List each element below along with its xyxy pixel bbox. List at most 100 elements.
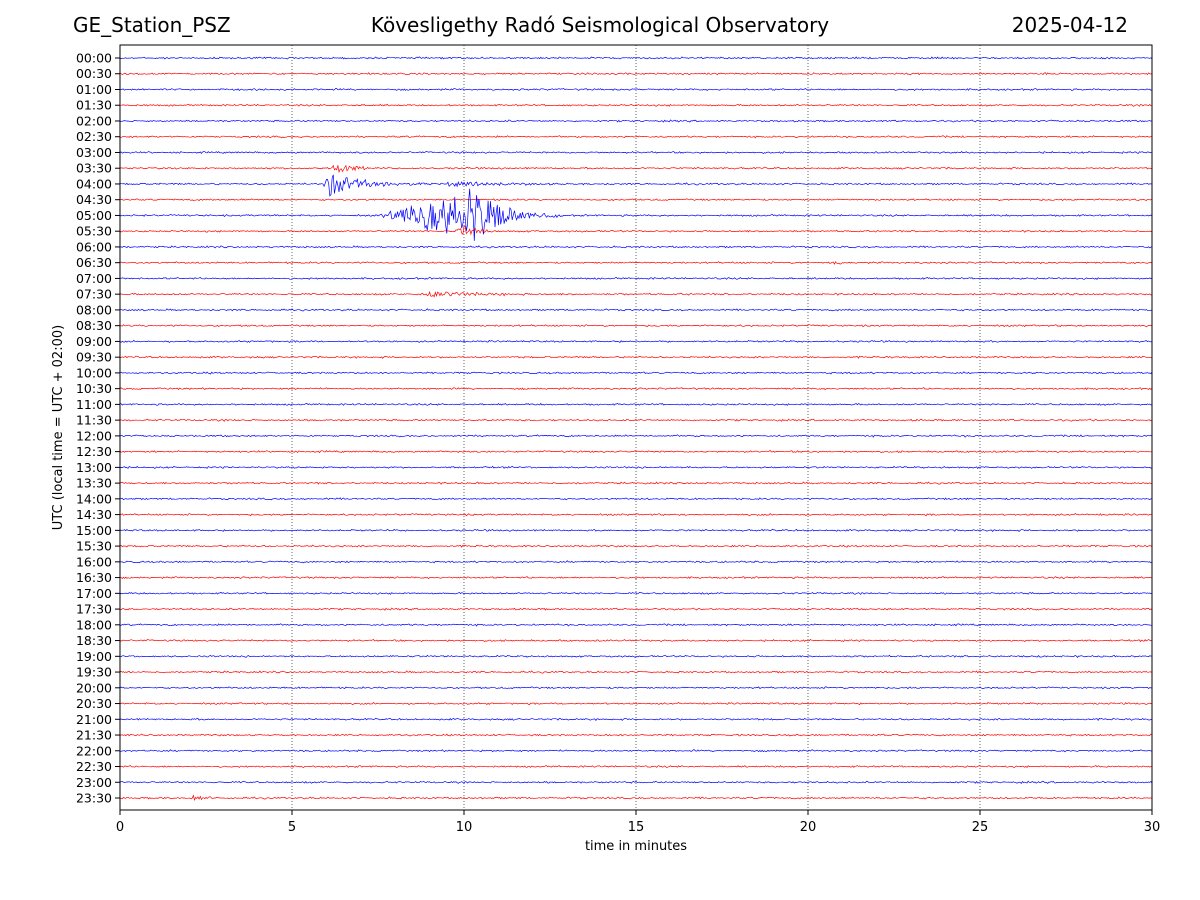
x-tick-label: 10 bbox=[456, 820, 473, 835]
trace-2300 bbox=[119, 780, 1153, 784]
y-tick-label: 09:30 bbox=[76, 350, 112, 365]
trace-0500 bbox=[119, 188, 1153, 241]
y-tick-label: 14:30 bbox=[76, 507, 112, 522]
date-label: 2025-04-12 bbox=[1011, 13, 1128, 37]
y-tick-label: 16:30 bbox=[76, 570, 112, 585]
y-tick-label: 01:30 bbox=[76, 98, 112, 113]
y-tick-label: 12:00 bbox=[76, 428, 112, 443]
trace-1530 bbox=[119, 544, 1153, 548]
y-tick-label: 02:00 bbox=[76, 113, 112, 128]
trace-0400 bbox=[119, 174, 1153, 197]
y-tick-label: 12:30 bbox=[76, 444, 112, 459]
y-ticks: 00:0000:3001:0001:3002:0002:3003:0003:30… bbox=[76, 51, 120, 806]
trace-1900 bbox=[119, 654, 1153, 658]
y-tick-label: 08:30 bbox=[76, 318, 112, 333]
trace-1730 bbox=[119, 607, 1153, 611]
chart-title: Kövesligethy Radó Seismological Observat… bbox=[370, 13, 830, 37]
y-tick-label: 04:30 bbox=[76, 192, 112, 207]
trace-1230 bbox=[119, 450, 1152, 454]
y-tick-label: 04:00 bbox=[76, 176, 112, 191]
trace-1200 bbox=[119, 434, 1153, 438]
y-tick-label: 00:30 bbox=[76, 66, 112, 81]
trace-0200 bbox=[119, 119, 1153, 123]
trace-1100 bbox=[119, 402, 1152, 406]
trace-0530 bbox=[119, 225, 1153, 236]
trace-0600 bbox=[120, 245, 1153, 249]
trace-0300 bbox=[119, 150, 1153, 155]
trace-0030 bbox=[119, 72, 1153, 76]
x-tick-label: 0 bbox=[116, 820, 124, 835]
trace-0830 bbox=[119, 324, 1153, 328]
y-tick-label: 20:30 bbox=[76, 696, 112, 711]
trace-0800 bbox=[119, 308, 1153, 312]
trace-0730 bbox=[119, 290, 1152, 298]
y-tick-label: 20:00 bbox=[76, 680, 112, 695]
y-tick-label: 10:00 bbox=[76, 365, 112, 380]
y-tick-label: 02:30 bbox=[76, 129, 112, 144]
trace-2100 bbox=[119, 717, 1153, 721]
y-tick-label: 23:30 bbox=[76, 791, 112, 806]
y-tick-label: 05:30 bbox=[76, 224, 112, 239]
y-tick-label: 01:00 bbox=[76, 82, 112, 97]
y-tick-label: 13:30 bbox=[76, 476, 112, 491]
trace-1430 bbox=[119, 512, 1152, 517]
y-tick-label: 05:00 bbox=[76, 208, 112, 223]
trace-0930 bbox=[119, 355, 1152, 359]
y-tick-label: 06:00 bbox=[76, 239, 112, 254]
trace-2230 bbox=[119, 765, 1153, 769]
y-tick-label: 11:00 bbox=[76, 397, 112, 412]
y-tick-label: 15:30 bbox=[76, 539, 112, 554]
trace-2330 bbox=[119, 794, 1153, 802]
x-ticks: 0 5 10 15 20 25 30 bbox=[116, 810, 1160, 835]
y-tick-label: 07:00 bbox=[76, 271, 112, 286]
trace-1630 bbox=[119, 576, 1153, 580]
y-tick-label: 18:30 bbox=[76, 633, 112, 648]
trace-1700 bbox=[119, 591, 1153, 595]
x-tick-label: 30 bbox=[1144, 820, 1161, 835]
trace-2000 bbox=[119, 686, 1153, 690]
y-tick-label: 14:00 bbox=[76, 491, 112, 506]
y-tick-label: 21:30 bbox=[76, 728, 112, 743]
trace-1400 bbox=[119, 497, 1153, 501]
trace-1500 bbox=[119, 528, 1153, 533]
y-tick-label: 09:00 bbox=[76, 334, 112, 349]
y-tick-label: 15:00 bbox=[76, 523, 112, 538]
trace-0100 bbox=[119, 88, 1153, 92]
y-tick-label: 10:30 bbox=[76, 381, 112, 396]
trace-1800 bbox=[119, 623, 1153, 627]
trace-1030 bbox=[119, 387, 1153, 391]
trace-1300 bbox=[119, 465, 1153, 469]
trace-0430 bbox=[119, 198, 1153, 202]
trace-1000 bbox=[119, 371, 1153, 375]
y-tick-label: 08:00 bbox=[76, 302, 112, 317]
y-tick-label: 06:30 bbox=[76, 255, 112, 270]
trace-1930 bbox=[119, 670, 1153, 674]
y-tick-label: 17:00 bbox=[76, 586, 112, 601]
y-tick-label: 21:00 bbox=[76, 712, 112, 727]
trace-2130 bbox=[119, 733, 1153, 737]
trace-0900 bbox=[119, 339, 1153, 343]
y-tick-label: 13:00 bbox=[76, 460, 112, 475]
x-tick-label: 15 bbox=[628, 820, 645, 835]
x-tick-label: 5 bbox=[288, 820, 296, 835]
trace-0700 bbox=[119, 276, 1153, 280]
trace-1600 bbox=[119, 560, 1153, 564]
y-axis-label: UTC (local time = UTC + 02:00) bbox=[51, 325, 66, 530]
y-tick-label: 19:00 bbox=[76, 649, 112, 664]
y-tick-label: 11:30 bbox=[76, 413, 112, 428]
y-tick-label: 03:30 bbox=[76, 161, 112, 176]
y-tick-label: 22:00 bbox=[76, 743, 112, 758]
trace-2030 bbox=[119, 701, 1153, 706]
y-tick-label: 23:00 bbox=[76, 775, 112, 790]
trace-1130 bbox=[119, 418, 1153, 422]
y-tick-label: 17:30 bbox=[76, 602, 112, 617]
gridlines bbox=[291, 45, 981, 810]
trace-0630 bbox=[119, 261, 1152, 265]
trace-0000 bbox=[119, 56, 1153, 60]
y-tick-label: 07:30 bbox=[76, 287, 112, 302]
traces bbox=[119, 56, 1153, 802]
trace-1330 bbox=[120, 481, 1152, 485]
trace-0330 bbox=[119, 164, 1153, 174]
x-axis-label: time in minutes bbox=[585, 839, 687, 854]
